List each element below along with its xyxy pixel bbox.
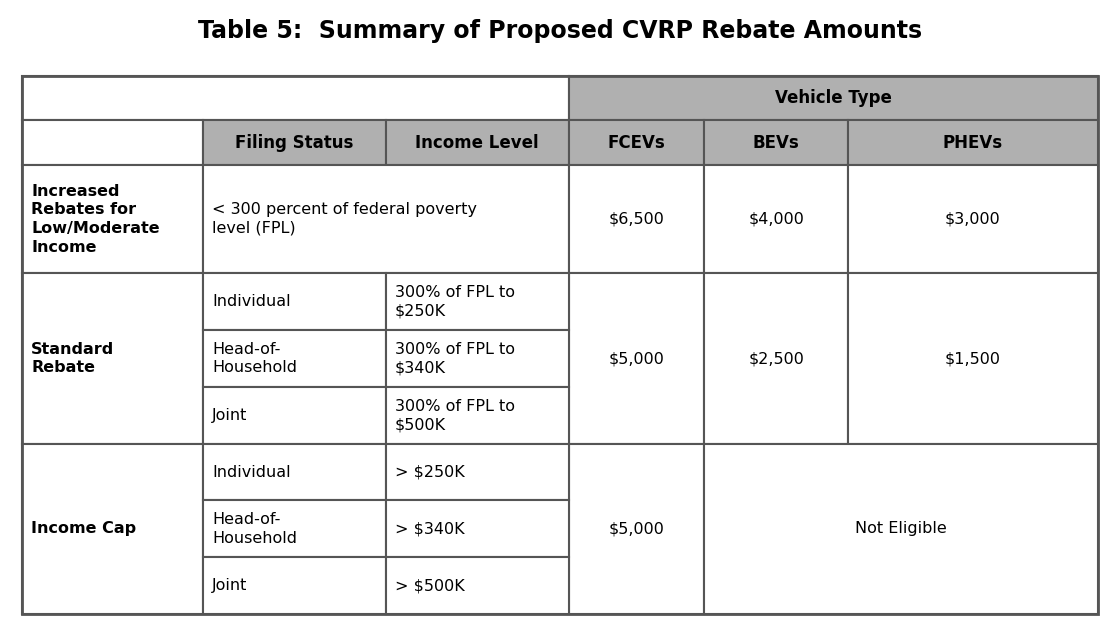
Bar: [569, 165, 704, 273]
Text: $5,000: $5,000: [608, 351, 664, 366]
Bar: [203, 557, 385, 614]
Text: FCEVs: FCEVs: [607, 134, 665, 151]
Bar: [22, 273, 203, 444]
Text: 300% of FPL to
$340K: 300% of FPL to $340K: [394, 342, 515, 375]
Text: Filing Status: Filing Status: [235, 134, 354, 151]
Text: > $250K: > $250K: [394, 465, 465, 480]
Text: Income Level: Income Level: [416, 134, 539, 151]
Bar: [848, 273, 1098, 444]
Bar: [22, 76, 569, 120]
Bar: [385, 387, 569, 444]
Text: 300% of FPL to
$250K: 300% of FPL to $250K: [394, 285, 515, 318]
Text: > $340K: > $340K: [394, 522, 465, 536]
Bar: [203, 120, 385, 165]
Bar: [569, 444, 704, 614]
Text: < 300 percent of federal poverty
level (FPL): < 300 percent of federal poverty level (…: [212, 203, 477, 236]
Bar: [385, 501, 569, 557]
Text: Individual: Individual: [212, 294, 290, 310]
Bar: [848, 165, 1098, 273]
Text: 300% of FPL to
$500K: 300% of FPL to $500K: [394, 399, 515, 432]
Bar: [385, 120, 569, 165]
Bar: [704, 444, 1098, 614]
Text: Table 5:  Summary of Proposed CVRP Rebate Amounts: Table 5: Summary of Proposed CVRP Rebate…: [198, 19, 922, 43]
Bar: [203, 387, 385, 444]
Text: BEVs: BEVs: [753, 134, 800, 151]
Text: $5,000: $5,000: [608, 522, 664, 536]
Bar: [385, 273, 569, 330]
Bar: [569, 76, 1098, 120]
Text: $4,000: $4,000: [748, 211, 804, 227]
Bar: [569, 120, 704, 165]
Bar: [203, 444, 385, 501]
Bar: [848, 120, 1098, 165]
Text: Standard
Rebate: Standard Rebate: [31, 342, 114, 375]
Bar: [385, 557, 569, 614]
Bar: [22, 165, 203, 273]
Bar: [203, 330, 385, 387]
Text: $2,500: $2,500: [748, 351, 804, 366]
Text: Not Eligible: Not Eligible: [855, 522, 946, 536]
Text: $1,500: $1,500: [945, 351, 1001, 366]
Text: Head-of-
Household: Head-of- Household: [212, 342, 297, 375]
Bar: [203, 273, 385, 330]
Bar: [22, 120, 203, 165]
Bar: [203, 165, 569, 273]
Bar: [203, 501, 385, 557]
Bar: [704, 120, 848, 165]
Text: $3,000: $3,000: [945, 211, 1001, 227]
Bar: [704, 165, 848, 273]
Text: Income Cap: Income Cap: [31, 522, 137, 536]
Text: Head-of-
Household: Head-of- Household: [212, 512, 297, 546]
Bar: [569, 273, 704, 444]
Bar: [22, 76, 1098, 614]
Text: PHEVs: PHEVs: [943, 134, 1002, 151]
Bar: [704, 273, 848, 444]
Text: Joint: Joint: [212, 578, 248, 593]
Text: Increased
Rebates for
Low/Moderate
Income: Increased Rebates for Low/Moderate Incom…: [31, 184, 160, 254]
Text: Individual: Individual: [212, 465, 290, 480]
Bar: [385, 330, 569, 387]
Text: $6,500: $6,500: [608, 211, 664, 227]
Text: > $500K: > $500K: [394, 578, 465, 593]
Bar: [385, 444, 569, 501]
Text: Joint: Joint: [212, 408, 248, 423]
Bar: [22, 444, 203, 614]
Text: Vehicle Type: Vehicle Type: [775, 89, 892, 107]
